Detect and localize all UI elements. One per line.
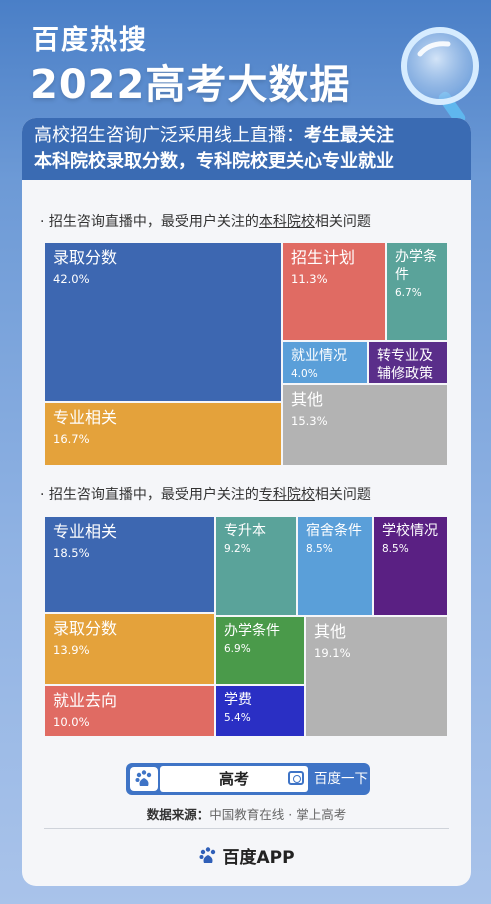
section-title-vocational: · 招生咨询直播中，最受用户关注的专科院校相关问题: [40, 484, 371, 504]
tile-percent: 19.1%: [314, 646, 351, 660]
treemap-tile-other: 其他 19.1%: [305, 616, 448, 737]
main-title: 2022高考大数据: [30, 62, 351, 108]
treemap-tile-major: 专业相关 18.5%: [44, 516, 215, 613]
tile-label: 就业情况: [291, 348, 347, 364]
search-input[interactable]: 高考: [160, 766, 308, 792]
treemap-tile-school-conditions: 办学条件 6.9%: [215, 616, 305, 685]
app-logo: 百度APP: [22, 843, 471, 868]
treemap-tile-admission-score: 录取分数 42.0%: [44, 242, 282, 402]
section-prefix: · 招生咨询直播中，最受用户关注的: [40, 487, 259, 503]
tile-percent: 10.0%: [53, 715, 90, 729]
tile-label: 招生计划: [291, 248, 356, 267]
tile-percent: 8.5%: [306, 543, 333, 555]
tile-label: 宿舍条件: [306, 523, 362, 539]
app-name: 百度APP: [222, 848, 295, 868]
tile-label: 就业去向: [53, 691, 118, 710]
treemap-tile-school-conditions: 办学条件 6.7%: [386, 242, 448, 341]
section-underlined: 专科院校: [258, 487, 315, 503]
baidu-paw-icon: [199, 847, 216, 863]
baidu-paw-icon: [130, 767, 158, 791]
tile-percent: 4.0%: [291, 368, 318, 380]
tile-percent: 13.9%: [53, 643, 90, 657]
tile-label: 学校情况: [382, 523, 438, 539]
tile-percent: 9.2%: [224, 543, 251, 555]
treemap-tile-employment-destination: 就业去向 10.0%: [44, 685, 215, 737]
headline-bold-2: 本科院校录取分数，专科院校更关心专业就业: [34, 151, 394, 172]
treemap-tile-school-info: 学校情况 8.5%: [373, 516, 448, 616]
treemap-tile-admission-score: 录取分数 13.9%: [44, 613, 215, 685]
tile-percent: 15.3%: [291, 414, 328, 428]
treemap-tile-tuition: 学费 5.4%: [215, 685, 305, 737]
tile-percent: 5.4%: [224, 712, 251, 724]
tile-label: 录取分数: [53, 248, 118, 267]
tile-percent: 6.9%: [224, 643, 251, 655]
tile-percent: 42.0%: [53, 272, 90, 286]
headline-plain: 高校招生咨询广泛采用线上直播：: [34, 125, 304, 146]
treemap-tile-employment: 就业情况 4.0%: [282, 341, 368, 384]
tile-label: 录取分数: [53, 619, 118, 638]
tile-label: 学费: [224, 692, 252, 708]
tile-label: 办学条件: [395, 249, 437, 283]
tile-label: 其他: [291, 390, 324, 409]
tile-label: 专业相关: [53, 522, 118, 541]
treemap-tile-other: 其他 15.3%: [282, 384, 448, 466]
treemap-tile-upgrade-to-bachelor: 专升本 9.2%: [215, 516, 297, 616]
tile-label: 其他: [314, 622, 347, 641]
source-value: 中国教育在线 · 掌上高考: [209, 807, 347, 822]
brand-title: 百度热搜: [32, 25, 148, 56]
tile-percent: 6.7%: [395, 287, 422, 299]
tile-label: 办学条件: [224, 623, 280, 639]
section-prefix: · 招生咨询直播中，最受用户关注的: [40, 214, 259, 230]
treemap-tile-enroll-plan: 招生计划 11.3%: [282, 242, 386, 341]
treemap-tile-transfer-minor-policy: 转专业及辅修政策4.0%: [368, 341, 448, 384]
tile-label: 专升本: [224, 523, 266, 539]
headline-bold-1: 考生最关注: [304, 125, 394, 146]
divider: [44, 828, 449, 829]
data-source: 数据来源：中国教育在线 · 掌上高考: [22, 804, 471, 823]
headline-banner: 高校招生咨询广泛采用线上直播：考生最关注 本科院校录取分数，专科院校更关心专业就…: [22, 118, 471, 180]
tile-percent: 11.3%: [291, 272, 328, 286]
search-bar: 高考 百度一下: [126, 763, 370, 795]
tile-label: 专业相关: [53, 408, 118, 427]
tile-percent: 18.5%: [53, 546, 90, 560]
treemap-tile-major: 专业相关 16.7%: [44, 402, 282, 466]
magnifier-icon: [401, 27, 479, 125]
tile-label: 转专业及辅修政策: [377, 348, 433, 382]
tile-percent: 8.5%: [382, 543, 409, 555]
section-underlined: 本科院校: [258, 214, 315, 230]
section-suffix: 相关问题: [314, 487, 371, 503]
search-query: 高考: [218, 770, 249, 788]
camera-icon[interactable]: [288, 771, 304, 785]
search-button[interactable]: 百度一下: [314, 771, 368, 787]
source-label: 数据来源：: [146, 807, 210, 822]
section-suffix: 相关问题: [314, 214, 371, 230]
treemap-tile-dorm-conditions: 宿舍条件 8.5%: [297, 516, 373, 616]
section-title-undergrad: · 招生咨询直播中，最受用户关注的本科院校相关问题: [40, 211, 371, 231]
content-card: 高校招生咨询广泛采用线上直播：考生最关注 本科院校录取分数，专科院校更关心专业就…: [22, 118, 471, 886]
tile-percent: 16.7%: [53, 432, 90, 446]
